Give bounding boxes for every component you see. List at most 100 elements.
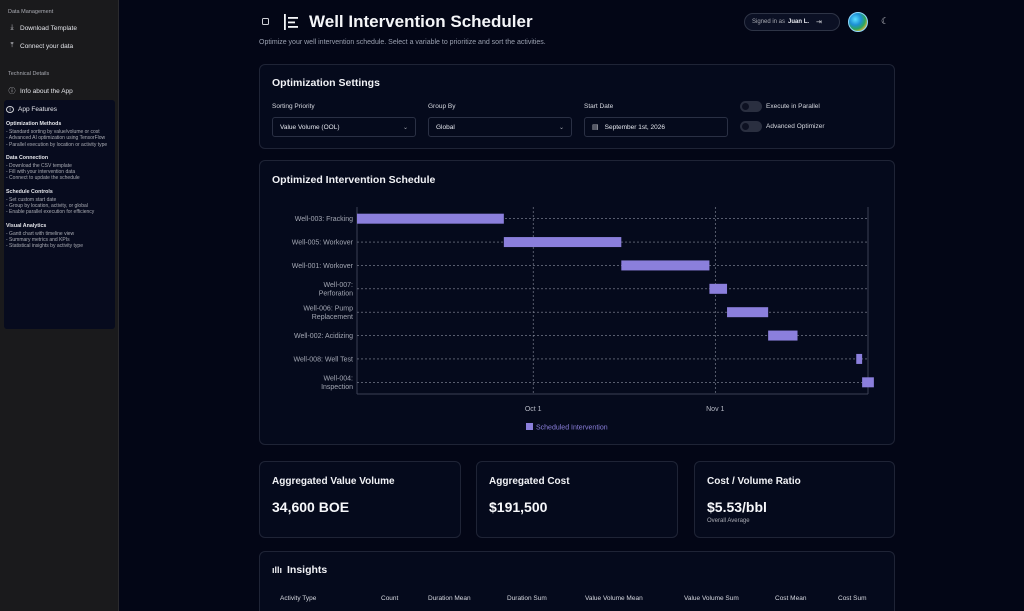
feature-line: - Download the CSV template bbox=[6, 162, 72, 169]
calendar-icon: ▤ bbox=[592, 124, 599, 131]
feature-line: - Summary metrics and KPIs bbox=[6, 236, 70, 243]
feature-line: - Group by location, activity, or global bbox=[6, 203, 88, 210]
sorting-priority-value: Value Volume (OOL) bbox=[280, 123, 340, 131]
advanced-optimizer-label: Advanced Optimizer bbox=[766, 123, 825, 130]
download-icon: ⤓ bbox=[10, 24, 14, 31]
metric-label: Cost / Volume Ratio bbox=[707, 476, 801, 487]
y-tick-label: Inspection bbox=[321, 384, 353, 391]
info-circle-icon: i bbox=[6, 106, 14, 113]
connect-data-button[interactable]: ⤒ Connect your data bbox=[8, 42, 73, 50]
download-template-label: Download Template bbox=[20, 24, 77, 32]
insights-title-text: Insights bbox=[287, 564, 328, 576]
metric-value: $191,500 bbox=[489, 499, 548, 515]
start-date-value: September 1st, 2026 bbox=[604, 123, 665, 131]
connect-data-label: Connect your data bbox=[20, 42, 74, 50]
execute-parallel-toggle[interactable] bbox=[740, 101, 762, 112]
sign-out-icon[interactable]: ⇥ bbox=[816, 19, 822, 26]
metric-label: Aggregated Cost bbox=[489, 476, 570, 487]
chevron-down-icon: ⌄ bbox=[402, 125, 408, 131]
metric-card-cost: Aggregated Cost $191,500 bbox=[476, 461, 678, 538]
y-tick-label: Well-003: Fracking bbox=[295, 216, 353, 223]
start-date-label: Start Date bbox=[584, 103, 614, 110]
page-title: Well Intervention Scheduler bbox=[309, 12, 533, 31]
feature-line: - Advanced AI optimization using TensorF… bbox=[6, 135, 106, 142]
metric-subtext: Overall Average bbox=[707, 518, 750, 524]
metric-value: $5.53/bbl bbox=[707, 499, 767, 515]
feature-line: - Set custom start date bbox=[6, 196, 57, 203]
app-logo-icon bbox=[284, 14, 298, 30]
y-tick-label: Well-001: Workover bbox=[292, 263, 354, 270]
y-tick-label: Well-005: Workover bbox=[292, 240, 354, 247]
column-header: Count bbox=[381, 595, 399, 602]
app-features-panel: i App Features Optimization Methods - Sta… bbox=[4, 100, 115, 329]
settings-card: Optimization Settings Sorting Priority V… bbox=[259, 64, 895, 149]
gantt-bar bbox=[621, 260, 710, 271]
advanced-optimizer-toggle[interactable] bbox=[740, 121, 762, 132]
column-header: Duration Sum bbox=[507, 595, 547, 602]
download-template-button[interactable]: ⤓ Download Template bbox=[8, 24, 77, 32]
sidebar-section-data: Data Management bbox=[8, 9, 54, 15]
feature-group: Optimization Methods - Standard sorting b… bbox=[6, 121, 113, 148]
y-tick-label: Well-006: Pump bbox=[303, 305, 353, 312]
y-tick-label: Well-008: Well Test bbox=[293, 356, 353, 363]
bar-chart-icon: ıllı bbox=[272, 565, 283, 575]
upload-icon: ⤒ bbox=[10, 42, 14, 49]
feature-line: - Connect to update the schedule bbox=[6, 175, 80, 182]
column-header: Value Volume Sum bbox=[684, 595, 739, 602]
signed-in-label: Signed in as bbox=[752, 19, 786, 25]
avatar[interactable] bbox=[848, 12, 868, 32]
gantt-bar bbox=[503, 237, 622, 248]
y-tick-label: Replacement bbox=[312, 314, 353, 321]
info-icon: ⓘ bbox=[8, 88, 16, 95]
feature-line: - Parallel execution by location or acti… bbox=[6, 141, 108, 148]
page-subtitle: Optimize your well intervention schedule… bbox=[259, 39, 546, 46]
column-header: Cost Mean bbox=[775, 595, 807, 602]
toggle-sidebar-icon[interactable] bbox=[262, 18, 269, 25]
x-tick-label: Oct 1 bbox=[525, 406, 542, 413]
y-tick-label: Well-004: bbox=[324, 376, 353, 383]
info-about-app-button[interactable]: ⓘ Info about the App bbox=[8, 86, 73, 96]
y-tick-label: Perforation bbox=[319, 291, 353, 298]
y-tick-label: Well-007: bbox=[324, 282, 353, 289]
chevron-down-icon: ⌄ bbox=[558, 125, 564, 131]
x-tick-label: Nov 1 bbox=[706, 406, 724, 413]
gantt-bar bbox=[357, 213, 504, 224]
metric-label: Aggregated Value Volume bbox=[272, 476, 395, 487]
user-name: Juan L. bbox=[788, 19, 810, 25]
feature-line: - Fill with your intervention data bbox=[6, 169, 76, 176]
group-by-select[interactable]: Global ⌄ bbox=[428, 117, 572, 137]
schedule-card: Optimized Intervention Schedule Oct 1 Nov… bbox=[259, 160, 895, 445]
sidebar-section-technical: Technical Details bbox=[8, 71, 50, 77]
column-header: Duration Mean bbox=[428, 595, 471, 602]
gantt-bar bbox=[727, 307, 769, 318]
user-badge[interactable]: Signed in as Juan L. ⇥ bbox=[744, 13, 840, 31]
insights-title: ıllı Insights bbox=[272, 564, 327, 576]
feature-group-title: Data Connection bbox=[6, 154, 49, 161]
feature-group-title: Schedule Controls bbox=[6, 188, 53, 195]
feature-group: Data Connection - Download the CSV templa… bbox=[6, 155, 113, 182]
feature-line: - Statistical insights by activity type bbox=[6, 243, 83, 250]
column-header: Value Volume Mean bbox=[585, 595, 643, 602]
feature-group: Schedule Controls - Set custom start date… bbox=[6, 189, 113, 216]
settings-title: Optimization Settings bbox=[272, 77, 380, 89]
feature-line: - Enable parallel execution for efficien… bbox=[6, 209, 95, 216]
theme-toggle-icon[interactable]: ☾ bbox=[881, 16, 890, 26]
group-by-value: Global bbox=[436, 123, 455, 131]
feature-group: Visual Analytics - Gantt chart with timel… bbox=[6, 223, 113, 250]
start-date-picker[interactable]: ▤ September 1st, 2026 bbox=[584, 117, 728, 137]
gantt-bar bbox=[856, 353, 863, 364]
feature-group-title: Optimization Methods bbox=[6, 121, 62, 127]
insights-card: ıllı Insights Activity Type Count Durati… bbox=[259, 551, 895, 611]
app-features-title: i App Features bbox=[6, 106, 113, 113]
app-features-title-text: App Features bbox=[18, 106, 58, 113]
metric-card-value-volume: Aggregated Value Volume 34,600 BOE bbox=[259, 461, 461, 538]
legend-swatch bbox=[526, 423, 533, 430]
y-tick-label: Well-002: Acidizing bbox=[294, 333, 353, 340]
sorting-priority-select[interactable]: Value Volume (OOL) ⌄ bbox=[272, 117, 416, 137]
feature-group-title: Visual Analytics bbox=[6, 222, 47, 229]
gantt-chart: Oct 1 Nov 1 Well-003: Fracking Well-005: Wo… bbox=[292, 207, 874, 432]
gantt-bar bbox=[768, 330, 798, 341]
sorting-priority-label: Sorting Priority bbox=[272, 103, 315, 110]
sidebar: Data Management ⤓ Download Template ⤒ Co… bbox=[0, 0, 119, 611]
gantt-bar bbox=[709, 283, 728, 294]
